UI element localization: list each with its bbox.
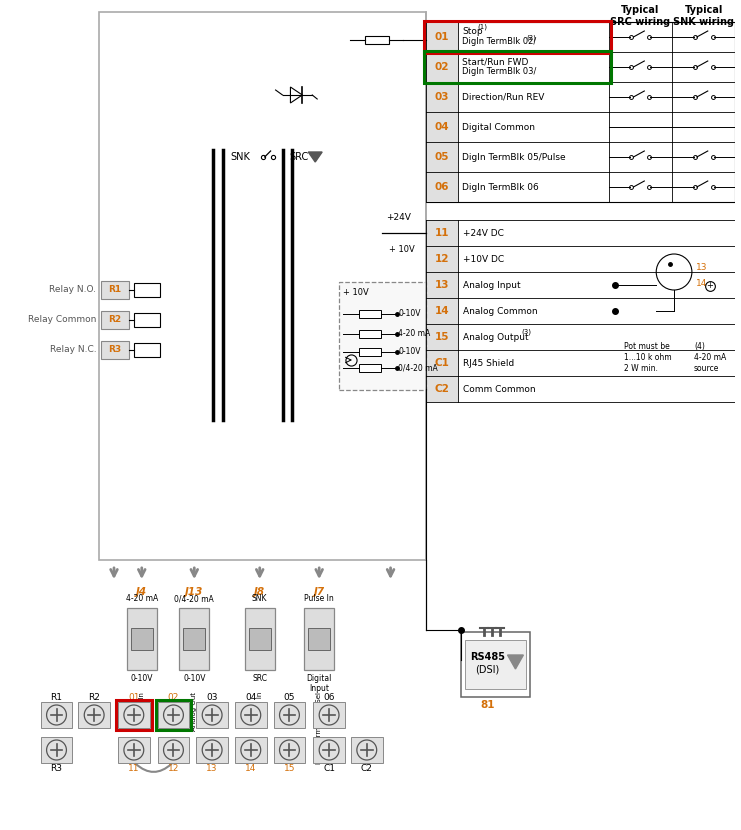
Text: 0-10V: 0-10V (130, 674, 153, 683)
Text: 14: 14 (696, 280, 707, 289)
Bar (41, 702, 73, 728)
Text: SNK: SNK (252, 594, 268, 603)
Text: J7: J7 (313, 587, 325, 597)
Bar (245, 608, 275, 670)
Text: Analog Input: Analog Input (463, 281, 520, 290)
Text: 13: 13 (696, 263, 708, 272)
Text: +10V DC: +10V DC (463, 255, 504, 263)
Bar (426, 22, 458, 52)
Text: 12: 12 (167, 764, 179, 773)
Bar (308, 628, 330, 650)
Bar (179, 608, 209, 670)
Text: 02: 02 (435, 62, 449, 72)
Text: Stop: Stop (462, 27, 482, 37)
Bar (426, 112, 458, 142)
Text: (2): (2) (526, 35, 536, 42)
Text: 04: 04 (435, 122, 449, 132)
Text: R2: R2 (88, 692, 100, 701)
Text: DigIn TermBlk 05/Pulse: DigIn TermBlk 05/Pulse (462, 153, 565, 162)
Text: 0-10V: 0-10V (399, 310, 421, 319)
Bar (273, 702, 305, 728)
Bar (131, 628, 153, 650)
Text: C1: C1 (323, 764, 335, 773)
Text: RS485: RS485 (471, 652, 505, 662)
Bar (273, 737, 305, 763)
Text: Digital Common: Digital Common (462, 123, 535, 131)
Bar (134, 283, 159, 297)
Bar (247, 50, 276, 560)
Text: 13: 13 (207, 764, 218, 773)
Text: Relay Common: Relay Common (27, 315, 96, 325)
Bar (426, 82, 458, 112)
Text: R1: R1 (50, 692, 62, 701)
Text: Digital
Input: Digital Input (307, 674, 332, 693)
Text: 05: 05 (284, 692, 295, 701)
Text: Analog Output: Analog Output (463, 333, 528, 341)
Bar (426, 272, 458, 298)
Bar (101, 341, 129, 359)
Text: 11: 11 (435, 228, 449, 238)
Text: Digital In: Digital In (256, 692, 263, 724)
Text: (DSI): (DSI) (476, 664, 500, 674)
Bar (101, 311, 129, 329)
Text: + 10V: + 10V (343, 288, 369, 297)
Bar (313, 737, 345, 763)
Bar (359, 330, 381, 338)
Bar (359, 348, 381, 356)
Text: + 10V: + 10V (388, 245, 414, 253)
Text: 0-10V: 0-10V (183, 674, 205, 683)
Text: 04: 04 (245, 692, 256, 701)
Text: Relay N.C.: Relay N.C. (50, 345, 96, 354)
Bar (425, 21, 611, 53)
Bar (147, 50, 176, 560)
Text: 14: 14 (245, 764, 256, 773)
Text: 13: 13 (435, 280, 449, 290)
Text: C2: C2 (361, 764, 373, 773)
Text: R3: R3 (50, 764, 62, 773)
Text: (4)
4-20 mA
source: (4) 4-20 mA source (694, 342, 726, 374)
Bar (426, 52, 458, 82)
Bar (156, 700, 191, 730)
Bar (465, 640, 526, 689)
Text: J8: J8 (254, 587, 265, 597)
Bar (134, 343, 159, 357)
Text: 11: 11 (128, 764, 139, 773)
Text: 03: 03 (207, 692, 218, 701)
Bar (190, 50, 217, 560)
Text: 01: 01 (435, 32, 449, 42)
Text: SRC: SRC (252, 674, 268, 683)
Text: Relay N.O.: Relay N.O. (49, 286, 96, 295)
Bar (313, 702, 345, 728)
Bar (235, 702, 267, 728)
Bar (359, 310, 381, 318)
Text: 0-10V: 0-10V (399, 348, 421, 357)
Text: R2: R2 (108, 315, 122, 325)
Bar (426, 376, 458, 402)
Bar (461, 632, 531, 697)
Text: (3): (3) (521, 329, 531, 335)
Bar (426, 324, 458, 350)
Bar (426, 22, 734, 202)
Text: C2: C2 (435, 384, 450, 394)
Bar (118, 702, 150, 728)
Text: +24V: +24V (387, 212, 411, 222)
Bar (249, 628, 270, 650)
Text: 02: 02 (167, 692, 179, 701)
Bar (339, 282, 426, 390)
Bar (116, 700, 152, 730)
Text: DigIn TermBlk 02/: DigIn TermBlk 02/ (462, 37, 536, 46)
Text: Pot must be
1...10 k ohm
2 W min.: Pot must be 1...10 k ohm 2 W min. (625, 342, 672, 374)
Polygon shape (308, 152, 322, 162)
Text: DigIn TermBlk 06: DigIn TermBlk 06 (462, 183, 539, 192)
Text: 0/4-20 mA: 0/4-20 mA (399, 364, 438, 373)
Text: C1: C1 (435, 358, 450, 368)
Text: 4-20 mA: 4-20 mA (126, 594, 158, 603)
Text: +: + (706, 281, 713, 290)
Bar (365, 36, 388, 44)
Text: 81: 81 (480, 700, 495, 710)
Text: R1: R1 (108, 286, 122, 295)
Text: Analog Out: Analog Out (191, 692, 197, 731)
Text: DigIn TermBlk 03/: DigIn TermBlk 03/ (462, 67, 536, 76)
Bar (183, 628, 205, 650)
Bar (79, 702, 110, 728)
